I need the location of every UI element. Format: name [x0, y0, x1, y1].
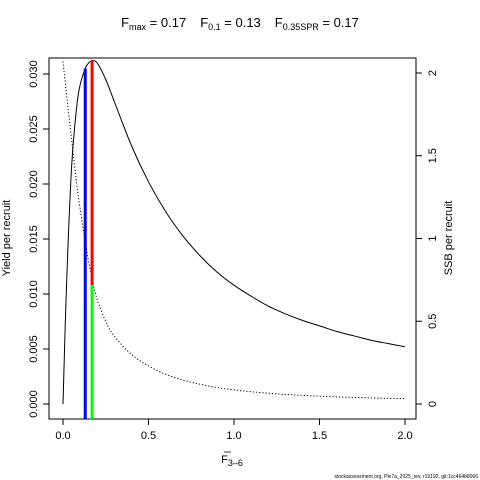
y-axis-left: 0.000 0.005 0.010 0.015 0.020 0.025 0.030	[28, 60, 50, 418]
title-fspr-sub: 0.35SPR	[283, 22, 320, 32]
x-axis-title-main: F	[221, 454, 228, 466]
yield-per-recruit-line	[62, 60, 406, 405]
y-right-tick-label: 1.5	[427, 148, 439, 163]
title-f01-main: F	[200, 15, 208, 30]
x-tick-label: 0.0	[55, 430, 70, 442]
x-tick-label: 2.0	[397, 430, 412, 442]
y-left-tick-label: 0.025	[28, 115, 40, 143]
title-f01-value: = 0.13	[221, 15, 261, 30]
x-axis-title: F3–6	[221, 454, 243, 468]
ssb-per-recruit-line	[62, 61, 406, 400]
y-right-tick-label: 0	[427, 401, 439, 407]
footer-credit: stockassessment.org, Ple7a_2025_rev, r19…	[334, 474, 478, 480]
y-axis-left-title: Yield per recruit	[1, 200, 13, 277]
x-axis-title-sub: 3–6	[228, 458, 243, 468]
y-left-tick-label: 0.020	[28, 170, 40, 198]
series-layer	[62, 60, 406, 405]
plot-frame	[48, 57, 417, 420]
y-left-tick-label: 0.015	[28, 225, 40, 253]
reference-lines	[83, 60, 94, 419]
y-right-tick-label: 1	[427, 235, 439, 241]
title-fmax-value: = 0.17	[146, 15, 186, 30]
y-axis-right: 0 0.5 1 1.5 2	[415, 70, 439, 407]
y-left-tick-label: 0.000	[28, 390, 40, 418]
x-tick-label: 1.5	[312, 430, 327, 442]
y-right-tick-label: 2	[427, 70, 439, 76]
chart-title: Fmax = 0.17 F0.1 = 0.13 F0.35SPR = 0.17	[121, 15, 359, 32]
y-right-tick-label: 0.5	[427, 314, 439, 329]
y-left-tick-label: 0.010	[28, 280, 40, 308]
y-left-tick-label: 0.005	[28, 335, 40, 363]
title-fmax-sub: max	[129, 22, 147, 32]
x-tick-label: 0.5	[141, 430, 156, 442]
title-f01-sub: 0.1	[208, 22, 221, 32]
x-axis: 0.0 0.5 1.0 1.5 2.0	[55, 418, 413, 442]
y-left-tick-label: 0.030	[28, 60, 40, 88]
title-fspr-value: = 0.17	[319, 15, 359, 30]
title-fspr-main: F	[275, 15, 283, 30]
x-tick-label: 1.0	[226, 430, 241, 442]
y-axis-right-title: SSB per recruit	[443, 201, 455, 276]
title-fmax-main: F	[121, 15, 129, 30]
